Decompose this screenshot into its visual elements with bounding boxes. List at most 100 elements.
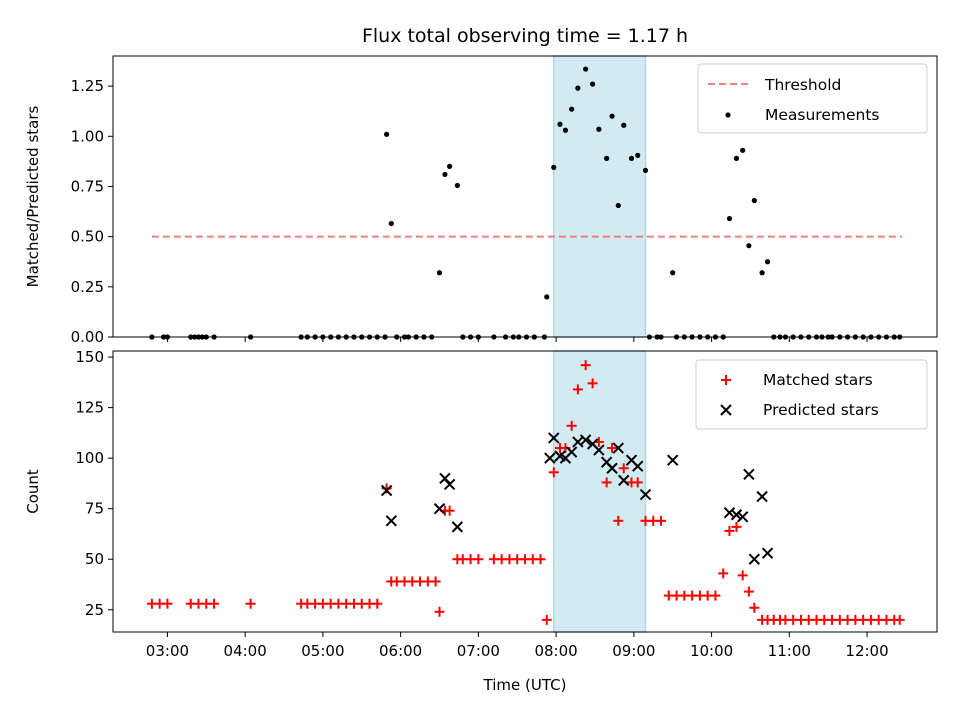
bottom-y-ticks: 25 50 75 100 125 150 [75,348,113,619]
bottom-axes-frame [112,350,938,633]
predicted-point [606,462,618,474]
top-y-tick-label: 1.25 [71,77,104,95]
predicted-point [666,454,679,466]
bot-y-tick-label: 150 [75,348,104,366]
matched-point [894,614,905,625]
legend-measurements-label: Measurements [765,106,880,124]
matched-point [548,467,559,478]
predicted-point [565,446,578,458]
predicted-point [748,553,761,565]
measurement-point [544,294,550,300]
matched-point [607,443,618,454]
legend-matched-label: Matched stars [763,371,873,389]
bot-y-tick-label: 25 [85,601,104,619]
measurement-point [446,163,453,169]
matched-point [209,598,220,609]
measurement-point [384,131,390,137]
matched-point [632,477,643,488]
measurement-point [596,126,602,132]
bottom-highlight-span [553,350,647,633]
matched-point [541,614,552,625]
bot-y-tick-label: 50 [85,550,104,568]
predicted-points [380,432,774,565]
top-y-axis-label: Matched/Predicted stars [24,106,42,288]
predicted-point [618,474,630,487]
measurement-point [764,259,771,265]
top-legend: Threshold Measurements [697,63,928,134]
measurement-point [635,152,641,158]
measurement-point [759,270,765,276]
matched-point [587,378,598,389]
bottom-x-ticks: 03:00 04:00 05:00 06:00 07:00 08:00 09:00 10:00… [146,632,889,660]
measurement-point [562,127,569,133]
measurement-point [583,66,589,72]
matched-point [743,586,754,597]
matched-point [749,602,760,613]
x-tick-label: 04:00 [224,642,267,660]
top-y-tick-label: 0.25 [71,278,104,296]
bot-y-tick-label: 100 [75,449,104,467]
measurement-point [551,164,557,170]
measurement-point [604,155,610,161]
bottom-legend: Matched stars Predicted stars [695,359,928,430]
matched-point [245,598,256,609]
measurement-point [442,171,448,178]
top-panel: 0.00 0.25 0.50 0.75 1.00 1.25 Matched/Predict… [24,55,938,346]
matched-point [710,590,721,601]
top-highlight-span [553,55,647,338]
matched-point [580,360,591,371]
predicted-point [544,452,556,464]
measurement-point [740,147,746,153]
measurement-point [642,167,649,174]
top-y-tick-label: 0.00 [71,328,104,346]
top-x-ticks [166,337,868,342]
predicted-point [761,547,774,559]
matched-point [473,554,484,565]
predicted-point [579,434,592,446]
bot-y-tick-label: 125 [75,399,104,417]
matched-point [737,570,748,581]
measurement-point [436,270,443,276]
predicted-point [736,511,749,523]
measurement-point [615,202,621,209]
measurement-point [575,85,581,91]
predicted-point [723,507,736,519]
matched-point [434,606,445,617]
chart-title: Flux total observing time = 1.17 h [362,25,688,47]
predicted-point [380,484,393,497]
matched-point [618,463,629,474]
top-y-tick-label: 0.75 [71,177,104,195]
measurement-point [746,243,752,249]
x-tick-label: 06:00 [379,642,422,660]
bottom-y-axis-label: Count [24,469,42,514]
predicted-point [443,478,456,491]
x-axis-label: Time (UTC) [483,676,567,694]
bottom-panel: 25 50 75 100 125 150 03:00 04:00 05:00 06:00 07:0… [24,348,938,694]
measurement-point [454,182,460,189]
measurement-point [733,155,740,161]
matched-point [535,554,546,565]
predicted-point [548,432,560,444]
measurement-point [628,155,635,161]
measurement-point [621,122,627,128]
measurement-point [590,81,596,87]
predicted-point [632,460,644,472]
matched-point [613,515,624,526]
bottom-legend-box [695,359,928,430]
legend-predicted-swatch [720,404,732,416]
x-tick-label: 10:00 [690,642,733,660]
top-y-tick-label: 0.50 [71,228,104,246]
legend-predicted-label: Predicted stars [763,401,879,419]
x-tick-label: 03:00 [146,642,189,660]
predicted-point [433,502,446,515]
matched-points [146,360,905,625]
predicted-point [612,442,624,454]
matched-point [572,384,583,395]
predicted-point [593,444,605,456]
matched-point [656,515,667,526]
x-tick-label: 09:00 [612,642,655,660]
predicted-point [756,490,768,503]
matched-point [372,598,383,609]
predicted-point [639,488,652,501]
